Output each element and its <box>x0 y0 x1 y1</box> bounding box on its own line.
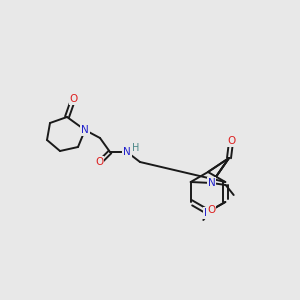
Text: N: N <box>208 178 216 188</box>
Text: H: H <box>132 143 140 153</box>
Text: N: N <box>204 208 212 218</box>
Text: N: N <box>81 125 89 135</box>
Text: O: O <box>207 205 215 215</box>
Text: O: O <box>228 136 236 146</box>
Text: O: O <box>95 157 103 167</box>
Text: N: N <box>123 147 131 157</box>
Text: O: O <box>70 94 78 104</box>
